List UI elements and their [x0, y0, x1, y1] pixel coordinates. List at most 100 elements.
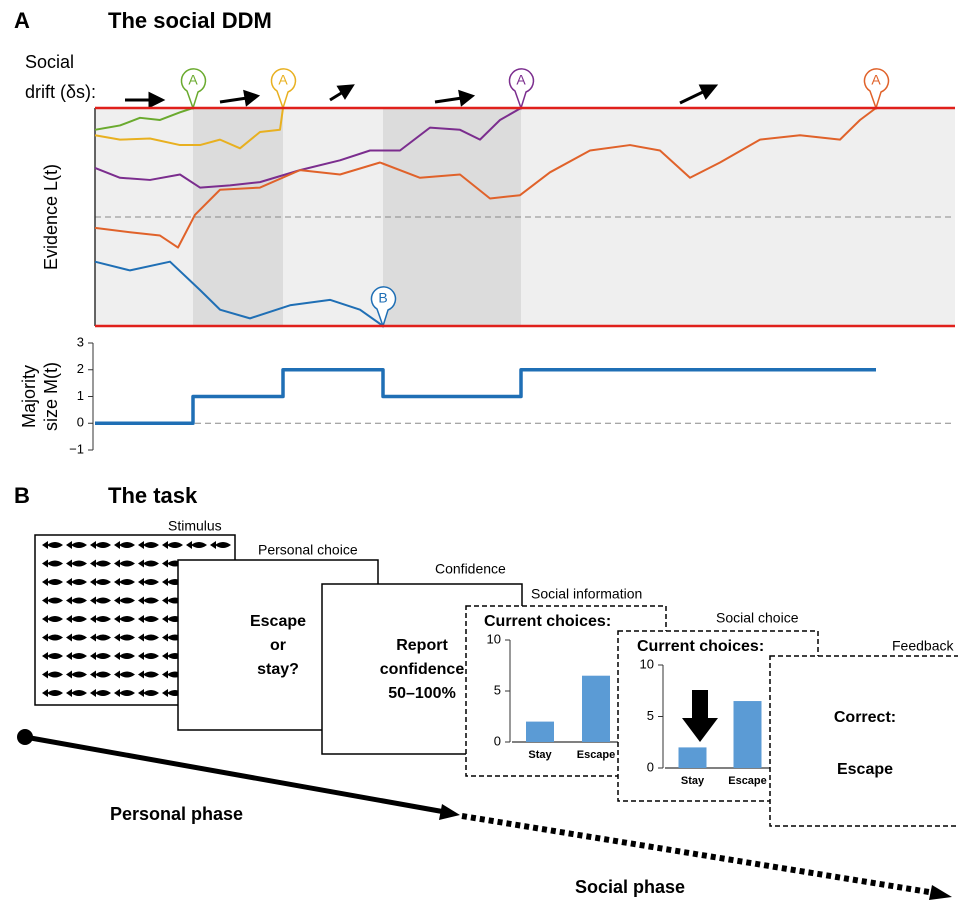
screen-text: Correct:: [834, 709, 896, 726]
fish: [66, 596, 87, 605]
end-marker-label: A: [278, 72, 288, 88]
fish: [42, 652, 63, 660]
fish: [66, 670, 87, 679]
fish: [42, 541, 63, 549]
x-tick-label: Escape: [577, 749, 616, 761]
screen: [769, 655, 958, 827]
fish: [90, 689, 111, 697]
drift-arrow: [679, 89, 706, 105]
fish: [42, 578, 63, 586]
screen-label: Social choice: [716, 610, 799, 626]
x-tick-label: Stay: [528, 749, 552, 761]
phase-label: Personal phase: [110, 804, 243, 824]
arrow-head: [698, 84, 719, 100]
choice-arrow: [682, 690, 718, 742]
fish: [90, 652, 111, 660]
fish: [90, 670, 111, 679]
screen-label: Confidence: [435, 561, 506, 577]
fish: [66, 578, 87, 586]
series-line: [94, 260, 384, 327]
y-tick-label: 5: [647, 708, 654, 723]
fish: [66, 559, 87, 568]
screen-text: Escape: [837, 761, 893, 778]
phase-label: Social phase: [575, 877, 685, 897]
fish: [114, 633, 135, 642]
screen-label: Social information: [531, 586, 642, 602]
y-tick-label: 1: [77, 388, 84, 403]
end-marker-label: B: [378, 290, 387, 306]
fish: [210, 541, 231, 549]
drift-label: Social: [25, 52, 74, 72]
panel-label: A: [14, 8, 30, 33]
y-tick-label: 5: [494, 682, 501, 697]
screen-text: or: [270, 637, 286, 654]
y-tick-label: 3: [77, 334, 84, 349]
end-marker: [370, 286, 397, 329]
screen-text: 50–100%: [388, 685, 456, 702]
fish: [114, 559, 135, 568]
y-tick-label: 0: [494, 733, 501, 748]
end-marker: [508, 68, 535, 111]
bar: [526, 721, 554, 742]
y-tick-label: 0: [647, 759, 654, 774]
x-tick-label: Stay: [681, 775, 705, 787]
fish: [114, 652, 135, 660]
screen-label: Personal choice: [258, 542, 358, 558]
end-marker-label: A: [516, 72, 526, 88]
y-tick-label: −1: [69, 441, 84, 456]
personal-arrow: [24, 734, 446, 815]
fish: [90, 578, 111, 586]
screen-label: Stimulus: [168, 518, 222, 534]
series-line: [94, 107, 522, 189]
arrow-head: [336, 84, 355, 100]
arrow-head: [243, 89, 261, 107]
fish: [90, 559, 111, 568]
chart-title: Current choices:: [637, 638, 764, 655]
fish: [114, 615, 135, 623]
fish: [90, 596, 111, 605]
screen-text: Report: [396, 637, 448, 654]
fish: [66, 652, 87, 660]
timeline: Personal phase Social phase: [17, 729, 952, 900]
drift-arrow: [329, 90, 344, 102]
arrow-head: [929, 885, 952, 900]
fish: [114, 578, 135, 586]
bar: [582, 675, 610, 742]
fish: [138, 689, 159, 697]
x-tick-label: Escape: [728, 775, 767, 787]
y-axis-label: size M(t): [41, 362, 61, 431]
panel-label: B: [14, 483, 30, 508]
fish: [138, 633, 159, 642]
drift-arrows: [125, 84, 719, 109]
fish: [42, 633, 63, 642]
fish: [138, 596, 159, 605]
y-axis-label: Majority: [19, 365, 39, 428]
end-marker: [270, 68, 297, 111]
arrow-head: [148, 91, 166, 109]
fish: [42, 615, 63, 623]
drift-arrow: [434, 96, 463, 104]
fish: [42, 670, 63, 679]
end-marker: [863, 68, 890, 111]
panel-title: The task: [108, 483, 198, 508]
fish: [162, 541, 183, 549]
fish: [42, 596, 63, 605]
end-marker: [180, 68, 207, 111]
fish: [90, 541, 111, 549]
drift-arrow: [219, 96, 248, 104]
fish: [66, 689, 87, 697]
fish: [138, 652, 159, 660]
fish: [90, 633, 111, 642]
series-line: [95, 368, 876, 425]
arrow-head: [439, 804, 460, 820]
fish: [90, 615, 111, 623]
fish: [114, 541, 135, 549]
drift-label: drift (δs):: [25, 82, 96, 102]
fish: [138, 559, 159, 568]
majority-chart: Majority size M(t) −1 0 1 2 3: [19, 334, 955, 456]
end-marker-label: A: [188, 72, 198, 88]
panel-b: B The task Personal phase Social phase S…: [14, 483, 958, 900]
panel-title: The social DDM: [108, 8, 272, 33]
y-tick-label: 10: [487, 631, 501, 646]
